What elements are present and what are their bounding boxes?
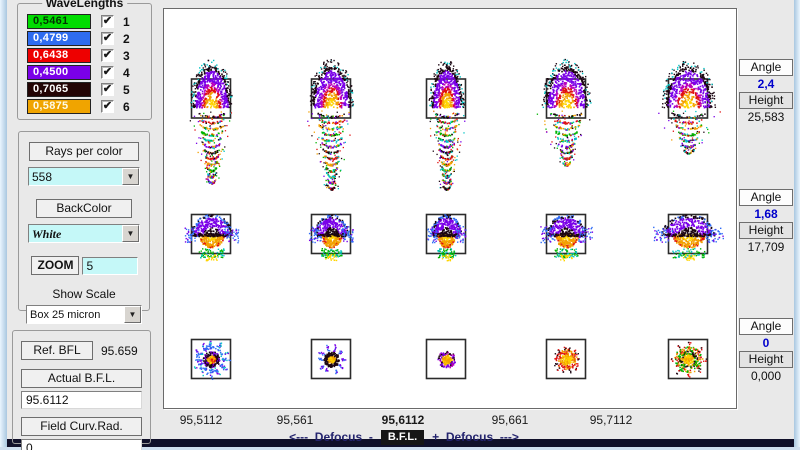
- angle-button[interactable]: Angle: [739, 59, 793, 76]
- defocus-direction-row: <--- Defocus - B.F.L. + Defocus --->: [117, 429, 691, 445]
- zoom-input[interactable]: 5: [81, 256, 138, 275]
- wavelength-index: 1: [123, 14, 130, 29]
- field-curv-rad-input[interactable]: 0: [21, 439, 142, 450]
- backcolor-dropdown[interactable]: White ▼: [28, 224, 140, 243]
- defocus-value-label: 95,7112: [589, 413, 633, 427]
- ref-bfl-button[interactable]: Ref. BFL: [21, 341, 93, 360]
- wavelength-checkbox[interactable]: ✔: [101, 66, 114, 79]
- rays-per-color-dropdown[interactable]: 558 ▼: [28, 167, 140, 186]
- rays-per-color-button[interactable]: Rays per color: [29, 142, 139, 161]
- spot-diagram-canvas: [164, 9, 736, 408]
- defocus-value-label: 95,661: [491, 413, 529, 427]
- spot-diagram-plot: [163, 8, 737, 409]
- wavelengths-title: WaveLengths: [41, 0, 128, 10]
- wavelength-checkbox[interactable]: ✔: [101, 32, 114, 45]
- wavelength-swatch: 0,5875: [27, 99, 91, 114]
- wavelength-checkbox[interactable]: ✔: [101, 15, 114, 28]
- wavelength-index: 4: [123, 65, 130, 80]
- wavelength-swatch: 0,4799: [27, 31, 91, 46]
- height-button[interactable]: Height: [739, 222, 793, 239]
- angle-button[interactable]: Angle: [739, 189, 793, 206]
- show-scale-dropdown[interactable]: Box 25 micron ▼: [26, 305, 142, 324]
- defocus-value-label: 95,561: [276, 413, 314, 427]
- ref-bfl-value: 95.659: [101, 343, 138, 358]
- wavelength-list: 0,5461 ✔ 1 0,4799 ✔ 2 0,6438 ✔ 3 0,4500 ✔ 4 0,7065 ✔ 5…: [27, 13, 146, 115]
- field-group: Angle 0 Height 0,000: [739, 318, 793, 384]
- defocus-axis-labels: 95,5112 95,561 95,6112 95,661 95,7112: [163, 413, 737, 428]
- chevron-down-icon[interactable]: ▼: [124, 306, 141, 323]
- angle-button[interactable]: Angle: [739, 318, 793, 335]
- rays-per-color-value: 558: [32, 170, 53, 184]
- wavelength-swatch: 0,5461: [27, 14, 91, 29]
- wavelength-index: 5: [123, 82, 130, 97]
- backcolor-button[interactable]: BackColor: [36, 199, 132, 218]
- chevron-down-icon[interactable]: ▼: [122, 168, 139, 185]
- field-curv-rad-button[interactable]: Field Curv.Rad.: [21, 417, 142, 436]
- wavelength-checkbox[interactable]: ✔: [101, 83, 114, 96]
- window-border-left: [0, 0, 7, 450]
- bfl-badge: B.F.L.: [380, 429, 425, 445]
- height-value: 0,000: [750, 369, 782, 383]
- window-border-right: [794, 0, 800, 450]
- controls-group: Rays per color 558 ▼ BackColor White ▼ Z…: [18, 131, 150, 324]
- height-value: 17,709: [747, 240, 785, 254]
- angle-value: 0: [762, 336, 770, 350]
- wavelength-row: 0,4500 ✔ 4: [27, 64, 146, 81]
- wavelength-swatch: 0,6438: [27, 48, 91, 63]
- backcolor-value: White: [32, 227, 62, 241]
- defocus-value-label: 95,6112: [381, 413, 425, 427]
- wavelength-row: 0,7065 ✔ 5: [27, 81, 146, 98]
- wavelength-row: 0,5461 ✔ 1: [27, 13, 146, 30]
- height-button[interactable]: Height: [739, 351, 793, 368]
- wavelength-index: 3: [123, 48, 130, 63]
- angle-value: 2,4: [757, 77, 775, 91]
- defocus-left-label: <--- Defocus -: [289, 430, 373, 444]
- height-value: 25,583: [747, 110, 785, 124]
- zoom-button[interactable]: ZOOM: [30, 256, 79, 275]
- defocus-right-label: + Defocus --->: [432, 430, 519, 444]
- wavelength-row: 0,5875 ✔ 6: [27, 98, 146, 115]
- defocus-value-label: 95,5112: [179, 413, 223, 427]
- height-button[interactable]: Height: [739, 92, 793, 109]
- wavelength-swatch: 0,7065: [27, 82, 91, 97]
- wavelength-row: 0,4799 ✔ 2: [27, 30, 146, 47]
- field-group: Angle 2,4 Height 25,583: [739, 59, 793, 125]
- field-group: Angle 1,68 Height 17,709: [739, 189, 793, 255]
- show-scale-label: Show Scale: [52, 287, 116, 301]
- wavelength-checkbox[interactable]: ✔: [101, 100, 114, 113]
- field-panel: Angle 2,4 Height 25,583 Angle 1,68 Height 17,70…: [739, 0, 793, 438]
- wavelength-swatch: 0,4500: [27, 65, 91, 80]
- angle-value: 1,68: [754, 207, 778, 221]
- actual-bfl-input[interactable]: 95.6112: [21, 391, 142, 409]
- show-scale-value: Box 25 micron: [30, 309, 101, 321]
- actual-bfl-button[interactable]: Actual B.F.L.: [21, 369, 142, 388]
- wavelength-index: 6: [123, 99, 130, 114]
- wavelength-checkbox[interactable]: ✔: [101, 49, 114, 62]
- wavelengths-group: WaveLengths 0,5461 ✔ 1 0,4799 ✔ 2 0,6438 ✔ 3 0,45…: [17, 0, 152, 120]
- wavelength-row: 0,6438 ✔ 3: [27, 47, 146, 64]
- chevron-down-icon[interactable]: ▼: [122, 225, 139, 242]
- bfl-group: Ref. BFL 95.659 Actual B.F.L. 95.6112 Fi…: [12, 330, 151, 450]
- wavelength-index: 2: [123, 31, 130, 46]
- window-border-bottom-edge: [0, 447, 800, 450]
